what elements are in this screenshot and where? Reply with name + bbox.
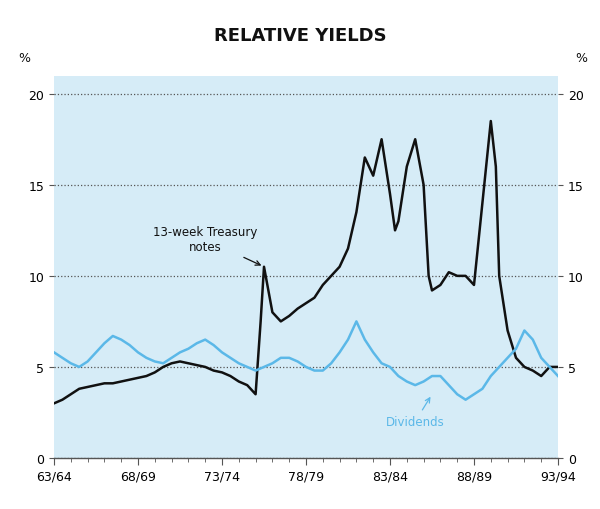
Text: RELATIVE YIELDS: RELATIVE YIELDS	[214, 27, 386, 45]
Text: 13-week Treasury
notes: 13-week Treasury notes	[153, 226, 260, 266]
Text: %: %	[575, 52, 587, 65]
Text: %: %	[19, 52, 31, 65]
Text: Dividends: Dividends	[386, 398, 445, 428]
